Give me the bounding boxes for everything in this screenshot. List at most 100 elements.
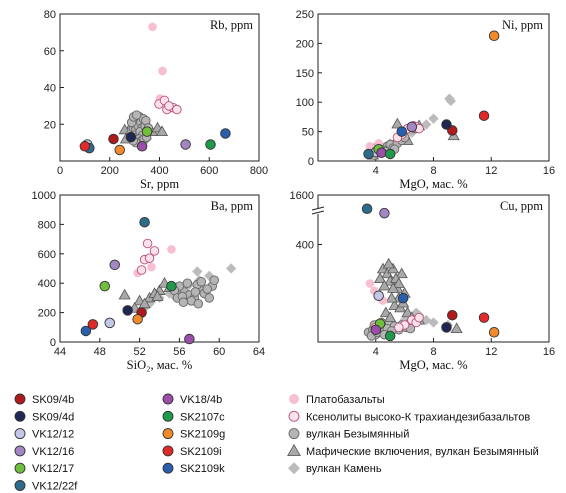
y-tick-label: 1600 [290, 190, 314, 202]
x-tick-label: 0 [57, 165, 63, 177]
data-point [396, 126, 407, 137]
y-tick-label: 0 [308, 156, 314, 168]
data-point [149, 246, 160, 256]
y-tick-label: 100 [296, 97, 314, 109]
legend-marker [14, 445, 26, 457]
data-point [138, 297, 151, 309]
legend-entry: SK2109g [162, 428, 225, 441]
data-point [421, 314, 432, 326]
x-tick-label: 44 [54, 346, 66, 358]
series-sk2109g [114, 144, 125, 156]
x-tick-label: 400 [150, 165, 168, 177]
y-tick-label: 0 [50, 337, 56, 349]
legend-label: Мафические включения, вулкан Безымянный [306, 446, 539, 458]
x-tick-label: 600 [200, 165, 218, 177]
series-vk12-16 [109, 259, 120, 271]
series-sk2109k [220, 128, 231, 139]
x-axis-label: MgO, мас. % [399, 358, 467, 372]
x-axis-label: Sr, ppm [140, 177, 179, 191]
data-point [411, 307, 422, 318]
legend-label: SK2109k [180, 463, 225, 475]
series-sk2109i [478, 312, 490, 323]
x-tick-label: 12 [485, 346, 497, 358]
legend-marker [162, 428, 174, 440]
x-tick-label: 8 [430, 165, 436, 177]
data-point [376, 147, 387, 159]
series-vk18-4b [376, 147, 387, 159]
series-vk12-16 [180, 139, 191, 150]
plot-frame [59, 13, 260, 162]
data-point [87, 319, 99, 330]
data-point [178, 297, 189, 308]
series-vk12-17 [141, 126, 153, 137]
data-point [172, 104, 182, 115]
series-vk18-4b [136, 141, 148, 152]
data-point [441, 322, 452, 333]
legend-marker [162, 393, 174, 405]
legend-entry: SK2109i [162, 445, 222, 458]
data-point [182, 278, 193, 288]
legend-marker [287, 443, 301, 456]
legend-entry: Ксенолиты высоко-К трахиандезибазальтов [288, 410, 530, 423]
data-point [144, 253, 155, 263]
y-tick-label: 400 [296, 240, 314, 252]
legend-label: SK09/4d [32, 411, 74, 423]
data-point [80, 325, 92, 337]
legend-entry: VK12/22f [14, 480, 78, 493]
data-point [180, 139, 191, 150]
y-tick-label: 600 [38, 249, 56, 261]
data-point [478, 110, 490, 121]
x-tick-label: 16 [543, 165, 555, 177]
axis-break-mark [311, 210, 325, 215]
x-tick-label: 48 [94, 346, 106, 358]
legend-entry: VK12/16 [14, 445, 74, 458]
series-sk2109g [488, 327, 500, 338]
data-point [131, 110, 142, 120]
data-point [428, 317, 439, 328]
series-vk12-22f [363, 148, 374, 160]
data-point [361, 203, 373, 214]
data-point [166, 280, 177, 292]
series-sk2109k [80, 325, 92, 337]
data-point [136, 265, 147, 275]
series-bezym [169, 275, 219, 309]
y-tick-label: 800 [38, 219, 56, 231]
data-point [104, 317, 115, 329]
y-tick-label: 200 [38, 308, 56, 320]
series-vk12-22f [361, 203, 373, 214]
plot-frame [317, 13, 550, 162]
series-sk09-4d [122, 305, 133, 316]
data-point [384, 311, 397, 323]
legend-label: вулкан Камень [306, 463, 382, 475]
data-point [478, 312, 490, 323]
data-point [365, 279, 375, 288]
series-sk09-4b [108, 133, 119, 145]
data-point [99, 280, 111, 292]
data-point [387, 282, 400, 293]
y-tick-label: 40 [44, 83, 56, 95]
data-point [394, 322, 404, 333]
legend-marker [162, 445, 174, 457]
legend-marker [14, 480, 26, 491]
axis-break-mark [311, 206, 325, 211]
data-point [373, 290, 384, 301]
y-tick-label: 150 [296, 68, 314, 80]
series-sk2109k [396, 126, 407, 137]
legend-label: SK2109i [180, 446, 222, 458]
data-point [397, 292, 409, 304]
series-vk18-4b [370, 324, 382, 336]
data-point [384, 148, 396, 160]
data-point [158, 66, 167, 76]
data-point [155, 125, 169, 137]
data-point [164, 288, 175, 299]
data-point [205, 139, 216, 150]
data-point [370, 324, 382, 336]
data-point [204, 293, 214, 303]
data-point [132, 313, 143, 325]
data-point [488, 327, 500, 338]
data-point [122, 305, 133, 316]
series-sk09-4d [125, 131, 137, 143]
series-xeno [136, 238, 160, 275]
legend-marker [14, 428, 26, 440]
data-point [445, 95, 456, 107]
